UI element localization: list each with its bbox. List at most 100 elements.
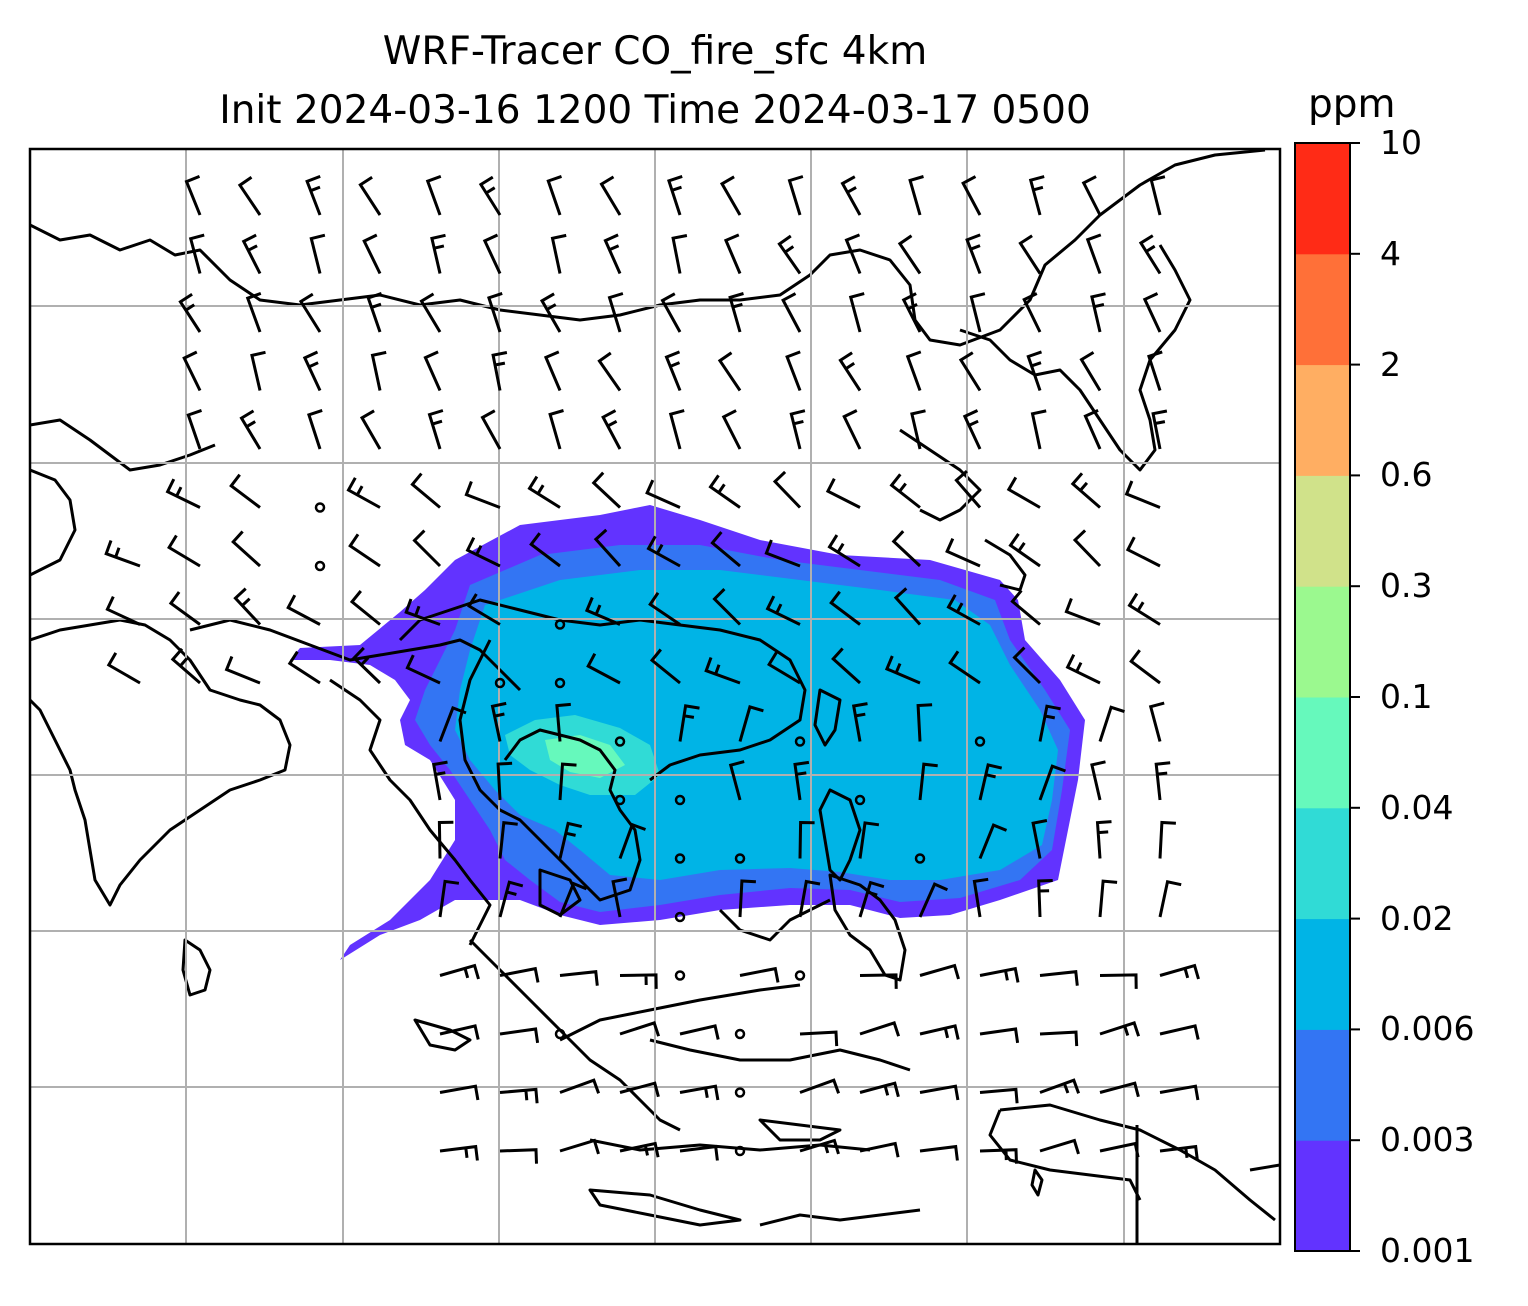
wind-barb	[104, 539, 141, 568]
wind-barb	[555, 702, 571, 742]
wind-barb	[430, 233, 446, 274]
wind-barb	[738, 705, 764, 742]
wind-barb-calm	[734, 1087, 746, 1098]
wind-barb	[918, 882, 949, 918]
wind-barb	[842, 409, 862, 450]
wind-barb	[671, 234, 688, 274]
wind-barb	[859, 1081, 900, 1098]
wind-barb-calm	[974, 736, 986, 747]
wind-barb	[838, 351, 862, 392]
wind-barb	[548, 409, 564, 450]
wind-barb	[366, 291, 382, 333]
wind-barb	[543, 350, 562, 392]
wind-barb	[765, 595, 801, 626]
wind-barb	[351, 646, 382, 685]
wind-barb-calm	[674, 853, 686, 864]
colorbar-segment	[1295, 586, 1350, 698]
wind-barb	[370, 350, 387, 391]
colorbar-ticks	[1350, 142, 1360, 1252]
wind-barb-calm	[314, 560, 326, 572]
wind-barb	[410, 472, 441, 509]
wind-barb	[250, 350, 266, 391]
wind-barb	[859, 1141, 900, 1158]
wind-barb-calm	[554, 619, 566, 630]
wind-barb	[1012, 646, 1042, 685]
wind-barb	[298, 292, 322, 333]
wind-barb	[829, 590, 861, 626]
wind-barb	[710, 531, 741, 568]
wind-barb	[844, 233, 862, 275]
wind-barb	[1065, 653, 1101, 685]
wind-barb	[419, 292, 442, 333]
wind-barb	[777, 234, 802, 275]
wind-barb	[799, 1138, 840, 1155]
gridlines	[30, 149, 1280, 1244]
wind-barb	[539, 292, 562, 333]
wind-barb	[728, 292, 744, 333]
wind-barb	[478, 175, 502, 216]
wind-barb	[496, 761, 513, 801]
wind-barb	[1038, 764, 1067, 801]
wind-barb	[825, 478, 861, 509]
wind-barb	[962, 409, 982, 450]
colorbar-segment	[1295, 364, 1350, 476]
colorbar-tick-label: 4	[1380, 233, 1401, 273]
colorbar-tick-label: 0.006	[1380, 1009, 1475, 1049]
wind-barb	[170, 647, 201, 685]
wind-barb-calm	[614, 794, 626, 806]
wind-barb	[723, 233, 742, 275]
wind-barb	[404, 598, 441, 626]
wind-barb	[848, 292, 865, 333]
wind-barb	[840, 175, 862, 216]
wind-barb	[239, 409, 262, 450]
wind-barb	[781, 292, 802, 333]
wind-barb	[178, 292, 202, 333]
wind-barb	[467, 593, 501, 626]
wind-barb	[772, 470, 802, 509]
wind-barb	[1149, 175, 1166, 216]
wind-barb	[619, 973, 658, 989]
wind-barb	[712, 588, 742, 626]
wind-barb	[859, 1021, 901, 1037]
wind-barb	[918, 762, 938, 801]
wind-barb	[1070, 472, 1101, 509]
wind-barb	[1095, 820, 1112, 859]
map-plot-area	[30, 149, 1280, 1244]
wind-barb	[358, 175, 382, 216]
wind-barb	[425, 174, 442, 216]
wind-barb	[619, 1141, 660, 1158]
wind-barb	[237, 176, 262, 216]
wind-barb	[1039, 970, 1079, 986]
wind-barb	[499, 1027, 540, 1044]
wind-barb	[1008, 533, 1041, 568]
wind-barb	[719, 175, 742, 216]
wind-barb	[646, 535, 681, 568]
wind-barb	[793, 760, 810, 801]
wind-barb	[1018, 234, 1042, 275]
wind-barb-calm	[494, 677, 506, 689]
wind-barb	[916, 703, 933, 742]
wind-barb	[979, 1087, 1019, 1104]
wind-barb	[431, 760, 448, 801]
wind-barb	[678, 704, 700, 742]
wind-barb-calm	[734, 1028, 746, 1040]
wind-barb	[1006, 476, 1041, 509]
colorbar-segments	[1295, 143, 1350, 1252]
wind-barb	[423, 350, 442, 392]
wind-barb	[649, 648, 681, 685]
wind-barb	[789, 409, 806, 450]
wind-barb	[287, 650, 321, 685]
wind-barb	[559, 1138, 600, 1155]
wind-barb	[1159, 1084, 1200, 1101]
wind-barb	[245, 291, 262, 333]
wind-barb	[559, 970, 599, 986]
colorbar-segment	[1295, 1140, 1350, 1252]
wind-barb	[851, 702, 868, 742]
wind-barb	[1083, 409, 1102, 450]
wind-barb	[1099, 1141, 1140, 1158]
wind-barb	[584, 596, 621, 626]
wind-barb-calm	[854, 794, 866, 806]
wind-barb	[798, 879, 821, 918]
wind-barb	[558, 821, 583, 859]
wind-barb	[893, 587, 922, 626]
